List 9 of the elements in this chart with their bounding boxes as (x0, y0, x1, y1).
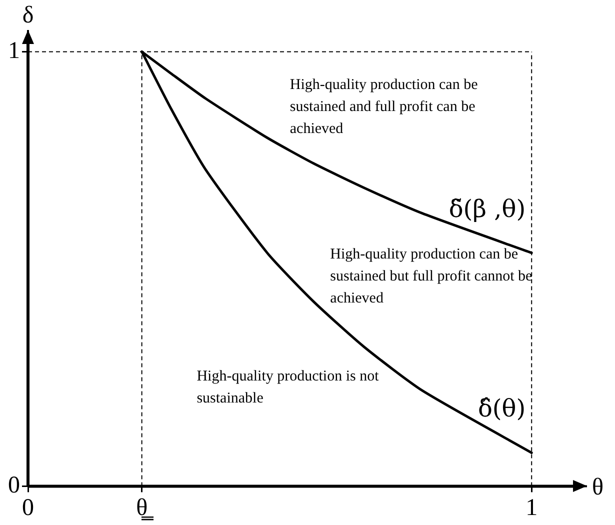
y-axis-title: δ (22, 2, 34, 28)
annotation: High-quality production is not sustainable (196, 368, 380, 406)
annotation: High-quality production can be sustained and full profit can be achieved (290, 77, 478, 138)
x-tick-label: θ̳ (136, 494, 155, 521)
series-label: δ̂(θ) (478, 394, 526, 423)
x-axis-title: θ (592, 474, 604, 500)
annotation: High-quality production can be sustained but full profit cannot be achieved (330, 246, 533, 307)
series-label: δ̃(β ,θ) (448, 194, 526, 223)
x-tick-label: 1 (526, 494, 538, 521)
